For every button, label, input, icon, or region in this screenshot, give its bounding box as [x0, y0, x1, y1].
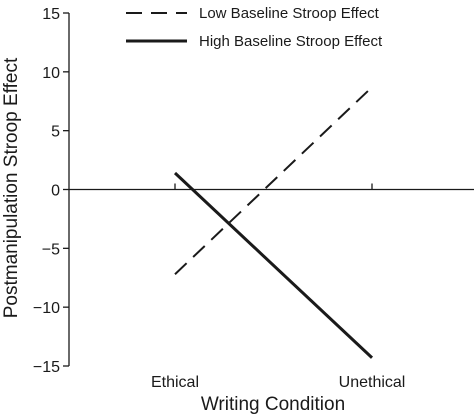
x-category-label-unethical: Unethical [339, 374, 406, 391]
y-tick-label: 5 [51, 124, 60, 141]
legend-label: High Baseline Stroop Effect [199, 33, 383, 50]
x-category-label-ethical: Ethical [151, 374, 199, 391]
y-tick-label: −15 [33, 359, 60, 376]
y-tick-label: 0 [51, 183, 60, 200]
y-axis-title: Postmanipulation Stroop Effect [1, 57, 22, 318]
series-line-high-baseline [173, 171, 374, 359]
y-tick-label: −5 [42, 241, 60, 258]
y-tick-label: 15 [42, 6, 60, 23]
x-axis-title: Writing Condition [201, 394, 345, 415]
legend: Low Baseline Stroop Effect High Baseline … [126, 5, 383, 50]
series-line-low-baseline [174, 86, 373, 275]
y-tick-label: 10 [42, 65, 60, 82]
legend-label: Low Baseline Stroop Effect [199, 5, 380, 22]
x-axis-categories: Ethical Unethical [151, 374, 405, 391]
y-axis-ticks: 15 10 5 0 −5 −10 −15 [33, 6, 69, 376]
y-tick-label: −10 [33, 300, 60, 317]
axes [68, 13, 474, 366]
series-lines [173, 86, 374, 359]
